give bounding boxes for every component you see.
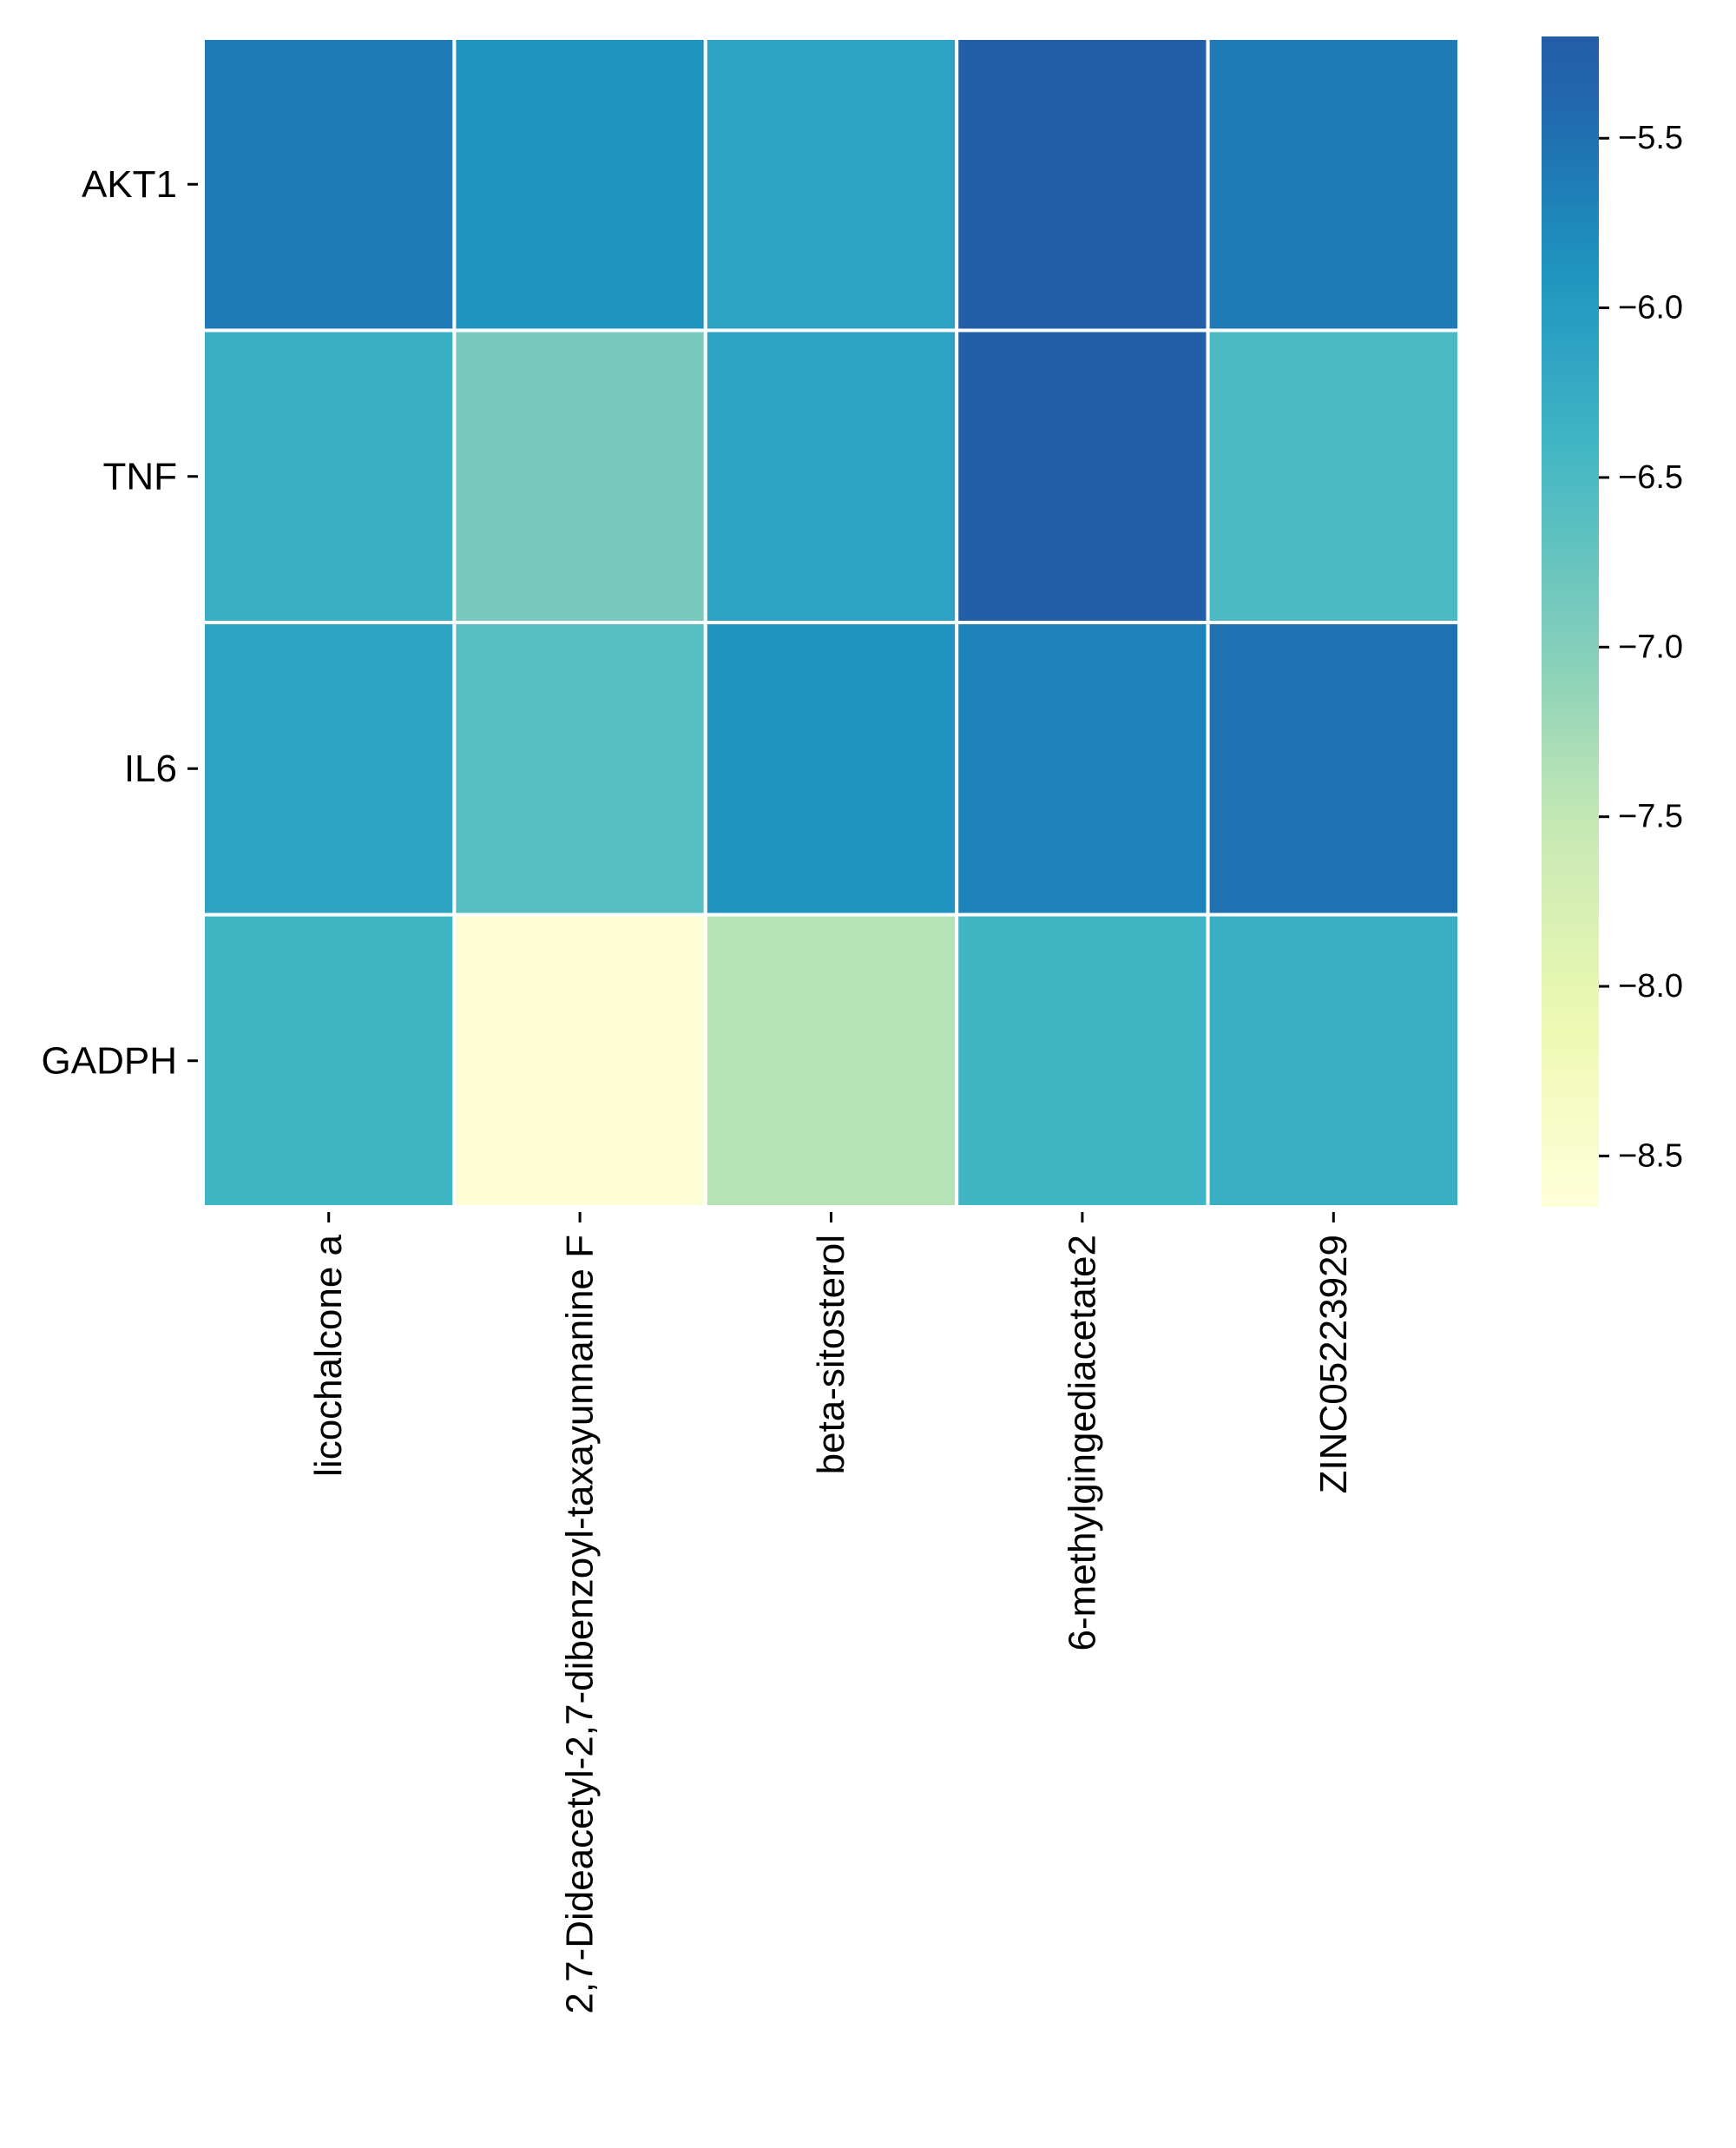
column-labels: licochalcone a 2,7-Dideacetyl-2,7-dibenzo… xyxy=(307,1212,1355,2014)
heatmap-cell-2-0 xyxy=(201,621,457,917)
heatmap-cell-2-3 xyxy=(955,621,1210,917)
colorbar-tick-label: −8.0 xyxy=(1618,968,1683,1005)
row-label: AKT1 xyxy=(82,163,177,206)
heatmap-cell-3-2 xyxy=(703,913,959,1209)
colorbar-tick-label: −8.5 xyxy=(1618,1137,1683,1174)
heatmap-cell-2-4 xyxy=(1206,621,1461,917)
column-label: licochalcone a xyxy=(307,1234,350,1476)
heatmap-cell-1-3 xyxy=(955,328,1210,624)
heatmap-cells xyxy=(201,36,1461,1209)
heatmap-cell-2-1 xyxy=(452,621,707,917)
heatmap-cell-2-2 xyxy=(703,621,959,917)
heatmap-cell-0-0 xyxy=(201,36,457,333)
heatmap-cell-3-1 xyxy=(452,913,707,1209)
heatmap-cell-1-2 xyxy=(703,328,959,624)
heatmap-cell-1-4 xyxy=(1206,328,1461,624)
colorbar-tick-label: −7.5 xyxy=(1618,799,1683,835)
row-label: IL6 xyxy=(124,748,177,790)
heatmap-cell-0-2 xyxy=(703,36,959,333)
heatmap-cell-0-4 xyxy=(1206,36,1461,333)
heatmap-cell-3-3 xyxy=(955,913,1210,1209)
heatmap-cell-1-1 xyxy=(452,328,707,624)
colorbar-gradient xyxy=(1542,36,1599,1207)
column-label: 6-methylgingediacetate2 xyxy=(1061,1235,1103,1651)
colorbar-tick-label: −6.5 xyxy=(1618,459,1683,496)
colorbar-tick-label: −7.0 xyxy=(1618,629,1683,665)
colorbar-tick-label: −6.0 xyxy=(1618,290,1683,326)
colorbar-tick-label: −5.5 xyxy=(1618,120,1683,156)
heatmap-cell-3-0 xyxy=(201,913,457,1209)
column-label: ZINC05223929 xyxy=(1312,1235,1355,1493)
column-label: 2,7-Dideacetyl-2,7-dibenzoyl-taxayunnani… xyxy=(559,1235,602,2014)
row-label: GADPH xyxy=(42,1039,177,1082)
column-label: beta-sitosterol xyxy=(810,1235,852,1474)
heatmap-cell-3-4 xyxy=(1206,913,1461,1209)
row-labels: AKT1 TNF IL6 GADPH xyxy=(42,163,198,1082)
row-label: TNF xyxy=(102,455,177,497)
heatmap-cell-1-0 xyxy=(201,328,457,624)
heatmap-cell-0-1 xyxy=(452,36,707,333)
heatmap-cell-0-3 xyxy=(955,36,1210,333)
colorbar: −5.5 −6.0 −6.5 −7.0 −7.5 −8.0 −8.5 xyxy=(1542,36,1683,1207)
